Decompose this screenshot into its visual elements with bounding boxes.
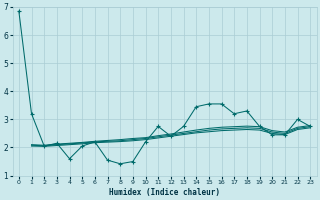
X-axis label: Humidex (Indice chaleur): Humidex (Indice chaleur)	[109, 188, 220, 197]
